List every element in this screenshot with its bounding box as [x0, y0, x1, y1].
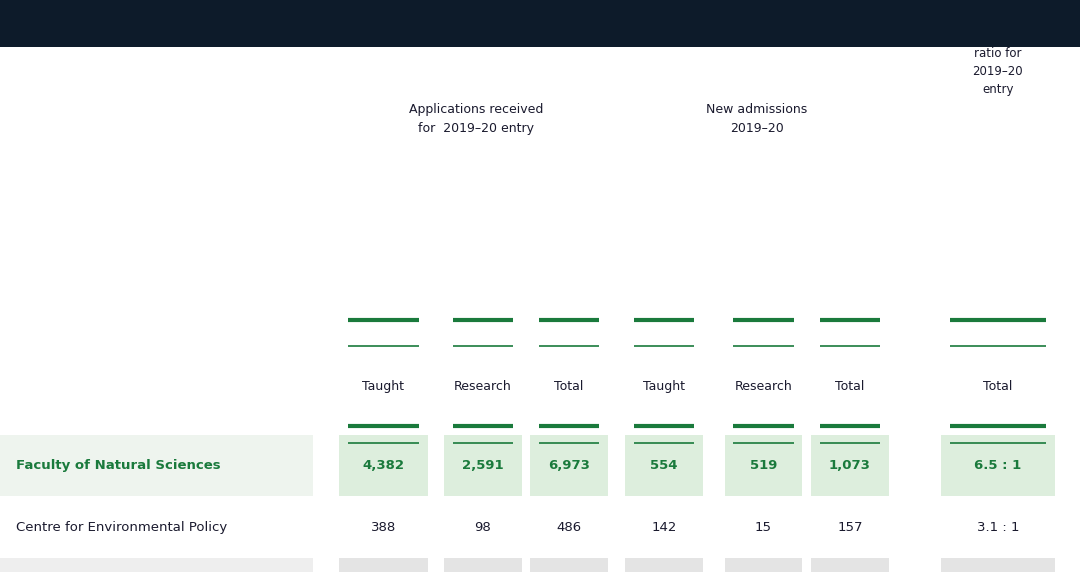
Bar [530, 558, 608, 572]
Text: Total: Total [554, 380, 584, 394]
Text: Total: Total [835, 380, 865, 394]
Text: Research: Research [454, 380, 512, 394]
Bar [942, 496, 1054, 558]
Bar [444, 435, 522, 496]
Text: Research: Research [734, 380, 793, 394]
Bar [0, 496, 313, 558]
Bar [339, 496, 428, 558]
Text: 486: 486 [556, 521, 582, 534]
Text: 142: 142 [651, 521, 677, 534]
Bar [0, 558, 313, 572]
Bar [725, 558, 802, 572]
Text: 4,382: 4,382 [363, 459, 404, 472]
Bar [0, 435, 313, 496]
Text: New admissions
2019–20: New admissions 2019–20 [706, 103, 808, 135]
Bar [811, 435, 889, 496]
Bar [339, 435, 428, 496]
Text: Applications:
admissions
ratio for
2019–20
entry: Applications: admissions ratio for 2019–… [960, 11, 1036, 97]
Bar [625, 435, 703, 496]
Bar [725, 435, 802, 496]
Text: 15: 15 [755, 521, 772, 534]
Text: 157: 157 [837, 521, 863, 534]
Text: 519: 519 [750, 459, 778, 472]
Bar [625, 558, 703, 572]
Text: 388: 388 [370, 521, 396, 534]
Text: 554: 554 [650, 459, 678, 472]
Bar [811, 496, 889, 558]
Bar [444, 496, 522, 558]
Text: 6,973: 6,973 [549, 459, 590, 472]
Text: Applications received
for  2019–20 entry: Applications received for 2019–20 entry [409, 103, 543, 135]
Text: 98: 98 [474, 521, 491, 534]
Text: Taught: Taught [363, 380, 404, 394]
Bar [339, 558, 428, 572]
Text: 6.5 : 1: 6.5 : 1 [974, 459, 1022, 472]
Text: Applications and admissions – postgraduate*: Applications and admissions – postgradua… [17, 14, 563, 33]
Bar [942, 435, 1054, 496]
Text: 3.1 : 1: 3.1 : 1 [976, 521, 1020, 534]
Text: 2,591: 2,591 [462, 459, 503, 472]
Bar [625, 496, 703, 558]
Bar [725, 496, 802, 558]
Bar [530, 496, 608, 558]
Text: Faculty of Natural Sciences: Faculty of Natural Sciences [16, 459, 220, 472]
Text: Centre for Environmental Policy: Centre for Environmental Policy [16, 521, 228, 534]
Bar [530, 435, 608, 496]
Bar [811, 558, 889, 572]
Text: Taught: Taught [644, 380, 685, 394]
Text: Total: Total [983, 380, 1013, 394]
Bar [444, 558, 522, 572]
Text: 1,073: 1,073 [829, 459, 870, 472]
Bar [942, 558, 1054, 572]
